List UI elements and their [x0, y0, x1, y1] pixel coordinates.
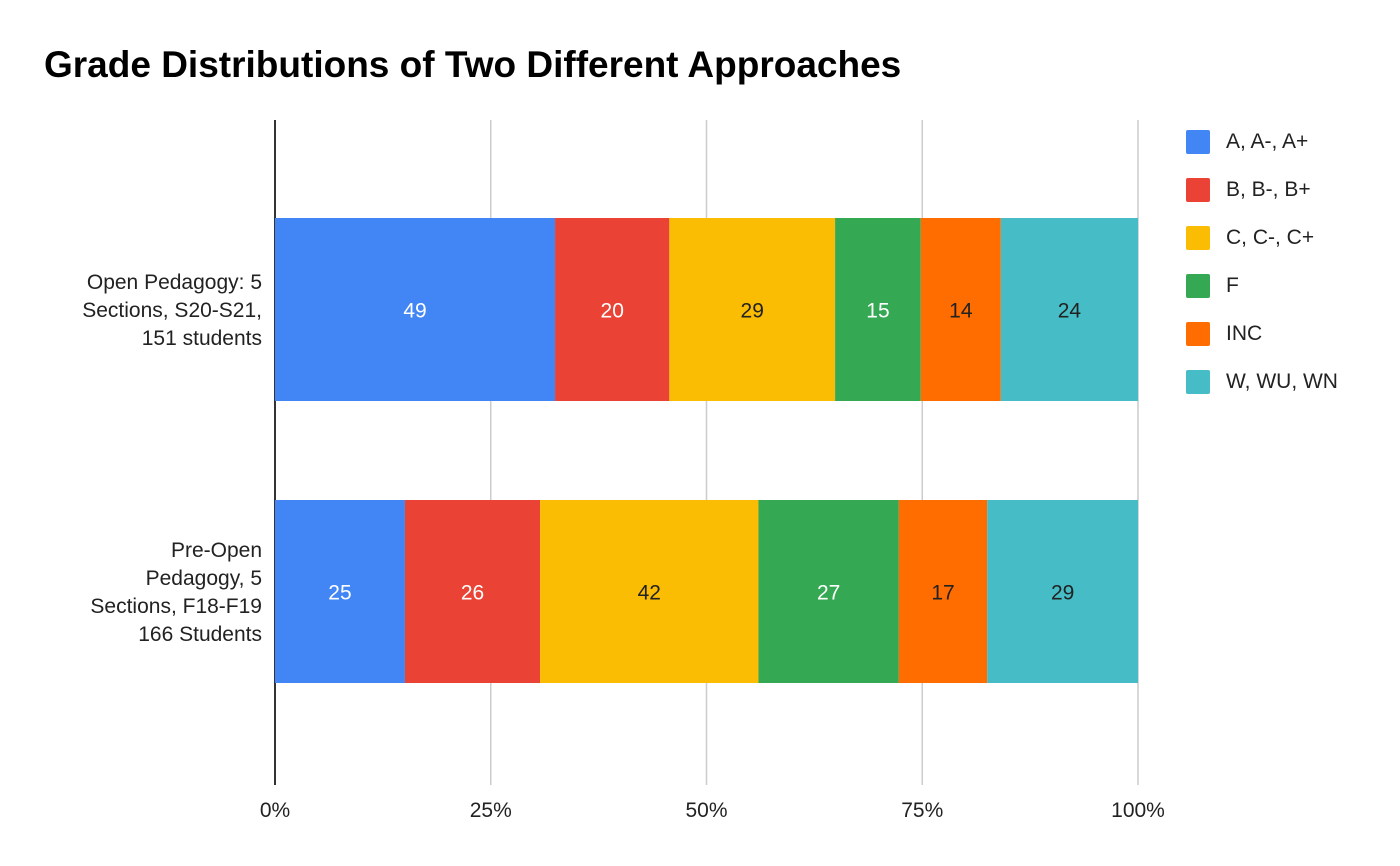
- data-label: 24: [1058, 300, 1082, 323]
- category-label-line: 166 Students: [138, 622, 262, 646]
- category-label-line: Open Pedagogy: 5: [86, 270, 262, 294]
- category-label-line: Pedagogy, 5: [145, 566, 262, 590]
- bar-segment: [669, 218, 836, 401]
- data-label: 26: [461, 582, 484, 605]
- legend-label: C, C-, C+: [1226, 226, 1315, 249]
- bar-segment: [835, 218, 921, 401]
- legend: A, A-, A+ B, B-, B+ C, C-, C+ F INC W, WU, WN: [1186, 118, 1338, 406]
- legend-swatch: [1186, 274, 1210, 298]
- legend-label: A, A-, A+: [1226, 130, 1309, 153]
- bar-segment: [987, 500, 1138, 683]
- legend-label: F: [1226, 274, 1239, 297]
- data-label: 49: [403, 300, 426, 323]
- category-label-line: Pre-Open: [170, 538, 262, 562]
- data-label: 42: [638, 582, 661, 605]
- bar-segment: [275, 218, 556, 401]
- legend-item: C, C-, C+: [1186, 214, 1338, 262]
- legend-label: INC: [1226, 322, 1263, 345]
- bar-segment: [555, 218, 670, 401]
- legend-label: B, B-, B+: [1226, 178, 1311, 201]
- category-label-line: Sections, F18-F19: [90, 594, 262, 618]
- x-tick-label: 0%: [260, 799, 290, 822]
- category-label-line: Sections, S20-S21,: [82, 298, 262, 322]
- chart-title: Grade Distributions of Two Different App…: [44, 44, 902, 85]
- bar-segment: [898, 500, 988, 683]
- legend-swatch: [1186, 370, 1210, 394]
- legend-swatch: [1186, 130, 1210, 154]
- bar-segment: [920, 218, 1001, 401]
- legend-label: W, WU, WN: [1226, 370, 1338, 393]
- data-label: 17: [931, 582, 954, 605]
- data-label: 20: [601, 300, 624, 323]
- bar-segment: [758, 500, 899, 683]
- x-tick-label: 50%: [685, 799, 727, 822]
- x-tick-label: 100%: [1111, 799, 1165, 822]
- x-tick-label: 25%: [470, 799, 512, 822]
- legend-swatch: [1186, 178, 1210, 202]
- data-label: 25: [328, 582, 351, 605]
- category-label: Open Pedagogy: 5 Sections, S20-S21, 151 st…: [82, 269, 262, 353]
- legend-item: B, B-, B+: [1186, 166, 1338, 214]
- category-label: Pre-Open Pedagogy, 5 Sections, F18-F19 166 …: [90, 537, 262, 649]
- data-label: 14: [949, 300, 973, 323]
- legend-swatch: [1186, 226, 1210, 250]
- legend-item: INC: [1186, 310, 1338, 358]
- legend-swatch: [1186, 322, 1210, 346]
- bar-segment: [404, 500, 541, 683]
- data-label: 29: [1051, 582, 1074, 605]
- bar-segment: [540, 500, 759, 683]
- bar-segment: [1000, 218, 1138, 401]
- data-label: 27: [817, 582, 840, 605]
- x-tick-label: 75%: [901, 799, 943, 822]
- legend-item: F: [1186, 262, 1338, 310]
- data-label: 15: [866, 300, 889, 323]
- legend-item: W, WU, WN: [1186, 358, 1338, 406]
- category-label-line: 151 students: [141, 326, 262, 350]
- bar-segment: [275, 500, 405, 683]
- legend-item: A, A-, A+: [1186, 118, 1338, 166]
- data-label: 29: [741, 300, 764, 323]
